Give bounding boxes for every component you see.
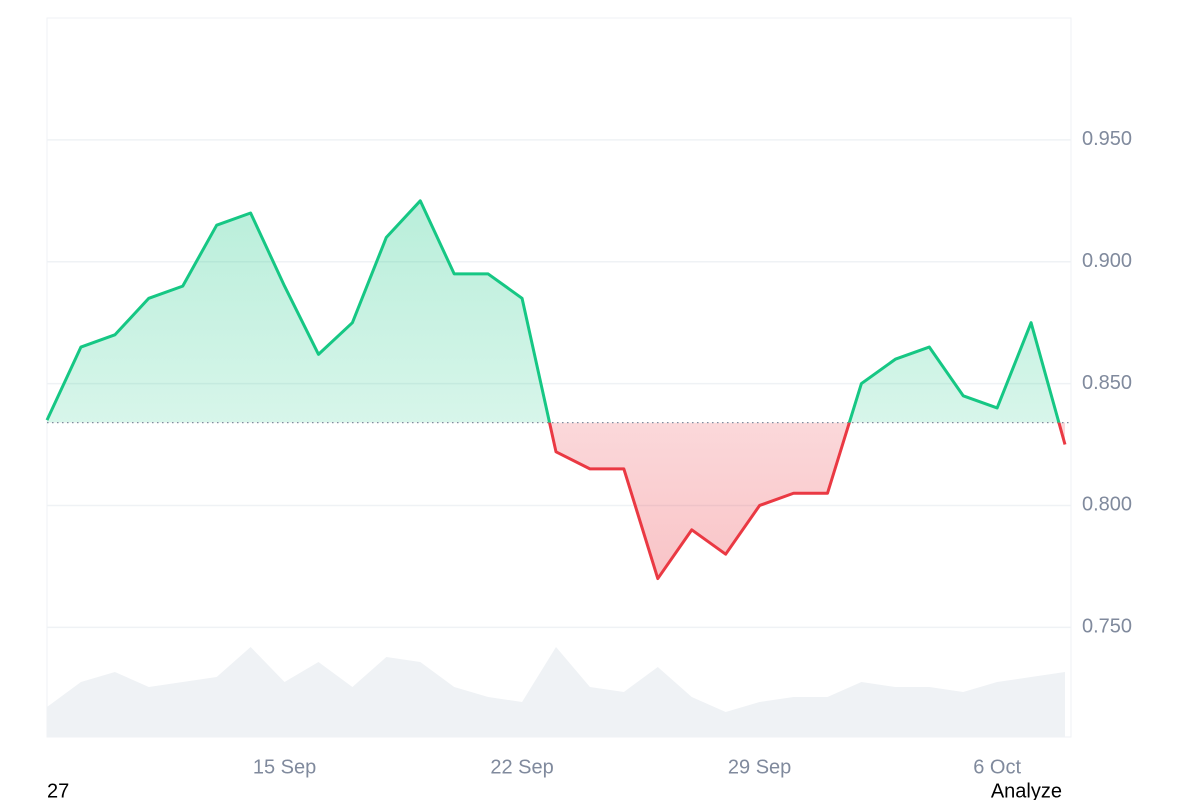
y-tick-label: 0.800 bbox=[1082, 494, 1132, 516]
x-tick-label: 6 Oct bbox=[973, 756, 1021, 778]
area-down bbox=[47, 422, 1065, 579]
footer-right: Analyze bbox=[991, 780, 1062, 800]
price-line-down bbox=[548, 422, 1067, 581]
y-tick-label: 0.900 bbox=[1082, 250, 1132, 272]
price-line-up bbox=[45, 199, 1061, 423]
x-tick-label: 22 Sep bbox=[490, 756, 553, 778]
y-tick-label: 0.950 bbox=[1082, 128, 1132, 150]
area-up bbox=[47, 200, 1059, 423]
x-tick-label: 29 Sep bbox=[728, 756, 791, 778]
x-tick-label: 15 Sep bbox=[253, 756, 316, 778]
y-tick-label: 0.850 bbox=[1082, 372, 1132, 394]
y-tick-label: 0.750 bbox=[1082, 616, 1132, 638]
footer-left: 27 bbox=[47, 780, 69, 800]
volume-area bbox=[47, 647, 1065, 737]
